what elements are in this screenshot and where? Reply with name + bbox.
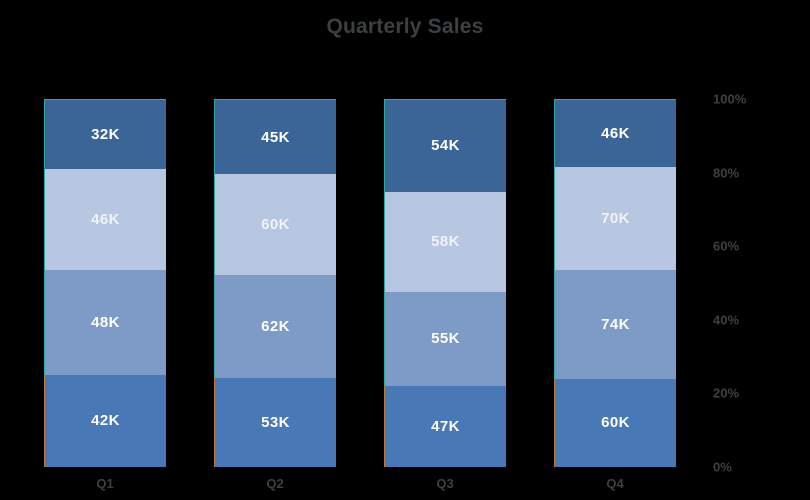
data-label: 58K xyxy=(431,233,460,251)
bar-segment-q1-upper-middle-segment[interactable]: 46K xyxy=(44,169,166,270)
data-label: 55K xyxy=(431,330,460,348)
data-label: 60K xyxy=(261,215,290,233)
bar-q1: 32K 46K 48K 42K xyxy=(44,99,166,467)
y-axis-tick-100: 100% xyxy=(713,91,747,107)
bar-q2: 45K 60K 62K 53K xyxy=(214,99,336,467)
x-axis-label-q3: Q3 xyxy=(436,476,454,491)
y-axis-tick-0: 0% xyxy=(713,459,732,475)
bar-segment-q3-bottom-segment[interactable]: 47K xyxy=(384,386,506,467)
bar-segment-q1-bottom-segment[interactable]: 42K xyxy=(44,374,166,467)
data-label: 48K xyxy=(91,313,120,331)
data-label: 62K xyxy=(261,317,290,335)
bar-segment-q4-top-segment[interactable]: 46K xyxy=(554,99,676,167)
y-axis-tick-20: 20% xyxy=(713,385,740,401)
y-axis-tick-80: 80% xyxy=(713,165,740,181)
bar-segment-q4-lower-middle-segment[interactable]: 74K xyxy=(554,269,676,379)
data-label: 60K xyxy=(601,414,630,432)
data-label: 45K xyxy=(261,128,290,146)
bar-segment-q2-top-segment[interactable]: 45K xyxy=(214,99,336,175)
data-label: 46K xyxy=(601,124,630,142)
data-label: 47K xyxy=(431,418,460,436)
x-axis-label-q2: Q2 xyxy=(266,476,284,491)
data-label: 42K xyxy=(91,412,120,430)
bar-segment-q2-bottom-segment[interactable]: 53K xyxy=(214,378,336,467)
bar-segment-q4-upper-middle-segment[interactable]: 70K xyxy=(554,166,676,270)
x-axis-label-q1: Q1 xyxy=(96,476,114,491)
data-label: 54K xyxy=(431,137,460,155)
data-label: 32K xyxy=(91,126,120,144)
data-label: 53K xyxy=(261,414,290,432)
y-axis-tick-60: 60% xyxy=(713,238,740,254)
bar-segment-q3-top-segment[interactable]: 54K xyxy=(384,99,506,192)
bar-segment-q2-lower-middle-segment[interactable]: 62K xyxy=(214,274,336,379)
data-label: 46K xyxy=(91,210,120,228)
x-axis-label-q4: Q4 xyxy=(606,476,624,491)
bar-q4: 46K 70K 74K 60K xyxy=(554,99,676,467)
data-label: 74K xyxy=(601,315,630,333)
bar-segment-q1-top-segment[interactable]: 32K xyxy=(44,99,166,170)
chart-title: Quarterly Sales xyxy=(326,15,484,38)
bar-q3: 54K 58K 55K 47K xyxy=(384,99,506,467)
bar-segment-q3-upper-middle-segment[interactable]: 58K xyxy=(384,191,506,292)
bar-segment-q1-lower-middle-segment[interactable]: 48K xyxy=(44,269,166,375)
bar-segment-q4-bottom-segment[interactable]: 60K xyxy=(554,378,676,467)
y-axis-tick-40: 40% xyxy=(713,312,740,328)
bar-segment-q2-upper-middle-segment[interactable]: 60K xyxy=(214,174,336,275)
bar-segment-q3-lower-middle-segment[interactable]: 55K xyxy=(384,291,506,387)
data-label: 70K xyxy=(601,209,630,227)
